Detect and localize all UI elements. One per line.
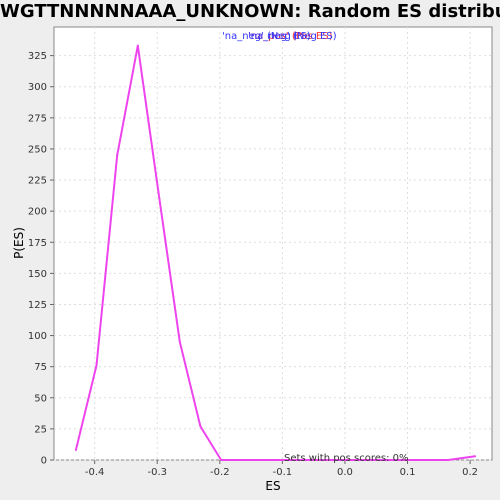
data-point [178,340,181,343]
data-point [447,459,450,461]
y-tick-label: 200 [28,207,47,218]
y-tick-label: 0 [41,456,47,467]
x-tick-label: -0.3 [147,467,167,478]
data-point [282,459,285,461]
y-tick-label: 250 [28,144,47,155]
legend: 'na_neg' (Neg ES) 'na_pos' (Pos ES) 'na_… [222,31,337,42]
x-axis-label: ES [265,479,280,493]
y-tick-label: 150 [28,269,47,280]
series-line [74,44,476,461]
y-tick-label: 325 [28,51,47,62]
data-point [116,154,119,157]
y-tick-label: 100 [28,331,47,342]
data-point [405,459,408,461]
y-tick-label: 75 [34,362,47,373]
data-point [136,44,139,47]
data-point [364,459,367,461]
data-point [261,459,264,461]
data-point [74,449,77,452]
pos-scores-annotation: Sets with pos scores: 0% [284,453,409,464]
legend-neg-label: 'na_neg' (Neg ES) [222,31,311,42]
data-point [343,459,346,461]
y-tick-label: 25 [34,424,47,435]
data-point [426,459,429,461]
x-tick-label: -0.4 [85,467,105,478]
y-axis-label: P(ES) [12,227,26,259]
y-tick-label: 125 [28,300,47,311]
data-point [302,459,305,461]
series-layer [74,44,477,461]
data-point [323,459,326,461]
axes: -0.4 -0.3 -0.2 -0.1 0.0 0.1 0.2 0 25 50 75 100 125 15… [28,51,478,478]
y-tick-label: 175 [28,238,47,249]
data-point [199,425,202,428]
data-point [157,191,160,194]
legend-pos-label: 'na_pos' (Pos ES) [248,31,333,42]
x-tick-label: -0.1 [273,467,293,478]
data-point [385,459,388,461]
x-tick-label: -0.2 [210,467,230,478]
legend-neg-overlay: 'na_neg' (Neg ES) [248,31,337,42]
data-point [95,364,98,367]
y-tick-label: 50 [34,393,47,404]
data-point [474,455,477,458]
x-tick-label: 0.0 [337,467,353,478]
chart-title: WGTTNNNNNAAA_UNKNOWN: Random ES distribu… [0,1,500,22]
plot-area [53,26,493,461]
x-tick-label: 0.1 [400,467,416,478]
data-point [240,459,243,461]
data-point [220,459,223,461]
y-tick-label: 300 [28,82,47,93]
y-tick-label: 275 [28,113,47,124]
x-tick-label: 0.2 [462,467,478,478]
y-tick-label: 225 [28,176,47,187]
